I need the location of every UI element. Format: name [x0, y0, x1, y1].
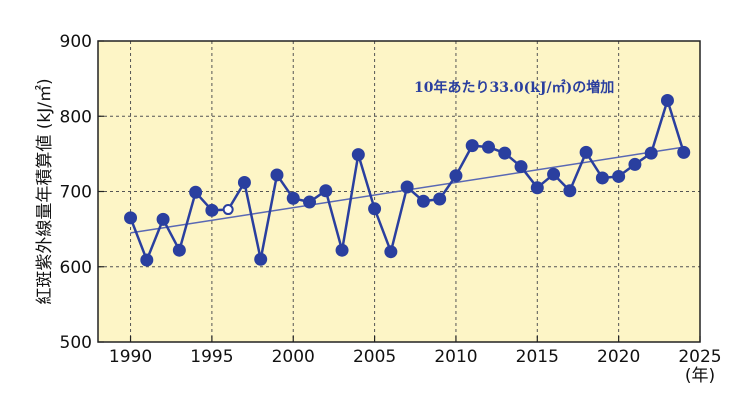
data-point-2010: [449, 169, 463, 183]
x-tick-label-2015: 2015: [516, 347, 559, 367]
data-point-2007: [400, 180, 414, 194]
data-point-1996: [222, 204, 234, 216]
data-point-1993: [172, 243, 186, 257]
data-point-2006: [384, 245, 398, 259]
data-point-2024: [677, 145, 691, 159]
x-tick-label-2025: 2025: [678, 347, 721, 367]
data-point-1994: [189, 185, 203, 199]
data-point-1990: [124, 211, 138, 225]
data-point-1995: [205, 203, 219, 217]
y-tick-label-900: 900: [60, 32, 92, 52]
data-point-1997: [237, 175, 251, 189]
y-tick-labels: 500 600 700 800 900: [60, 32, 104, 353]
x-tick-label-1995: 1995: [190, 347, 233, 367]
data-point-2017: [563, 184, 577, 198]
trend-annotation: 10年あたり33.0(kJ/㎡)の増加: [414, 79, 614, 96]
data-point-1998: [254, 252, 268, 266]
data-point-2011: [465, 139, 479, 153]
x-tick-label-2020: 2020: [597, 347, 640, 367]
y-tick-label-800: 800: [60, 107, 92, 127]
data-point-2005: [368, 202, 382, 216]
data-point-2020: [612, 169, 626, 183]
data-point-2018: [579, 145, 593, 159]
x-tick-label-1990: 1990: [109, 347, 152, 367]
y-tick-label-500: 500: [60, 333, 92, 353]
data-point-2009: [433, 192, 447, 206]
data-point-2014: [514, 160, 528, 174]
y-tick-label-700: 700: [60, 183, 92, 203]
x-tick-label-2000: 2000: [272, 347, 315, 367]
data-point-1992: [156, 212, 170, 226]
data-point-2021: [628, 157, 642, 171]
data-point-2001: [303, 195, 317, 209]
data-point-2022: [644, 146, 658, 160]
y-tick-label-600: 600: [60, 258, 92, 278]
data-point-2000: [286, 191, 300, 205]
x-axis-title: (年): [685, 366, 715, 386]
data-point-2003: [335, 243, 349, 257]
data-point-2019: [595, 171, 609, 185]
data-point-1999: [270, 168, 284, 182]
data-point-2013: [498, 146, 512, 160]
data-point-2023: [660, 93, 674, 107]
data-point-2004: [351, 148, 365, 162]
y-axis-title: 紅斑紫外線量年積算値 (kJ/㎡): [35, 78, 55, 304]
x-tick-labels: 1990 1995 2000 2005 2010 2015 2020 2025: [109, 336, 722, 367]
data-point-1991: [140, 253, 154, 267]
x-tick-label-2005: 2005: [353, 347, 396, 367]
data-point-2012: [481, 140, 495, 154]
data-point-2015: [530, 181, 544, 195]
marker-layer: [124, 93, 691, 267]
data-point-2016: [547, 167, 561, 181]
x-tick-label-2010: 2010: [434, 347, 477, 367]
data-point-2008: [416, 194, 430, 208]
data-point-2002: [319, 184, 333, 198]
